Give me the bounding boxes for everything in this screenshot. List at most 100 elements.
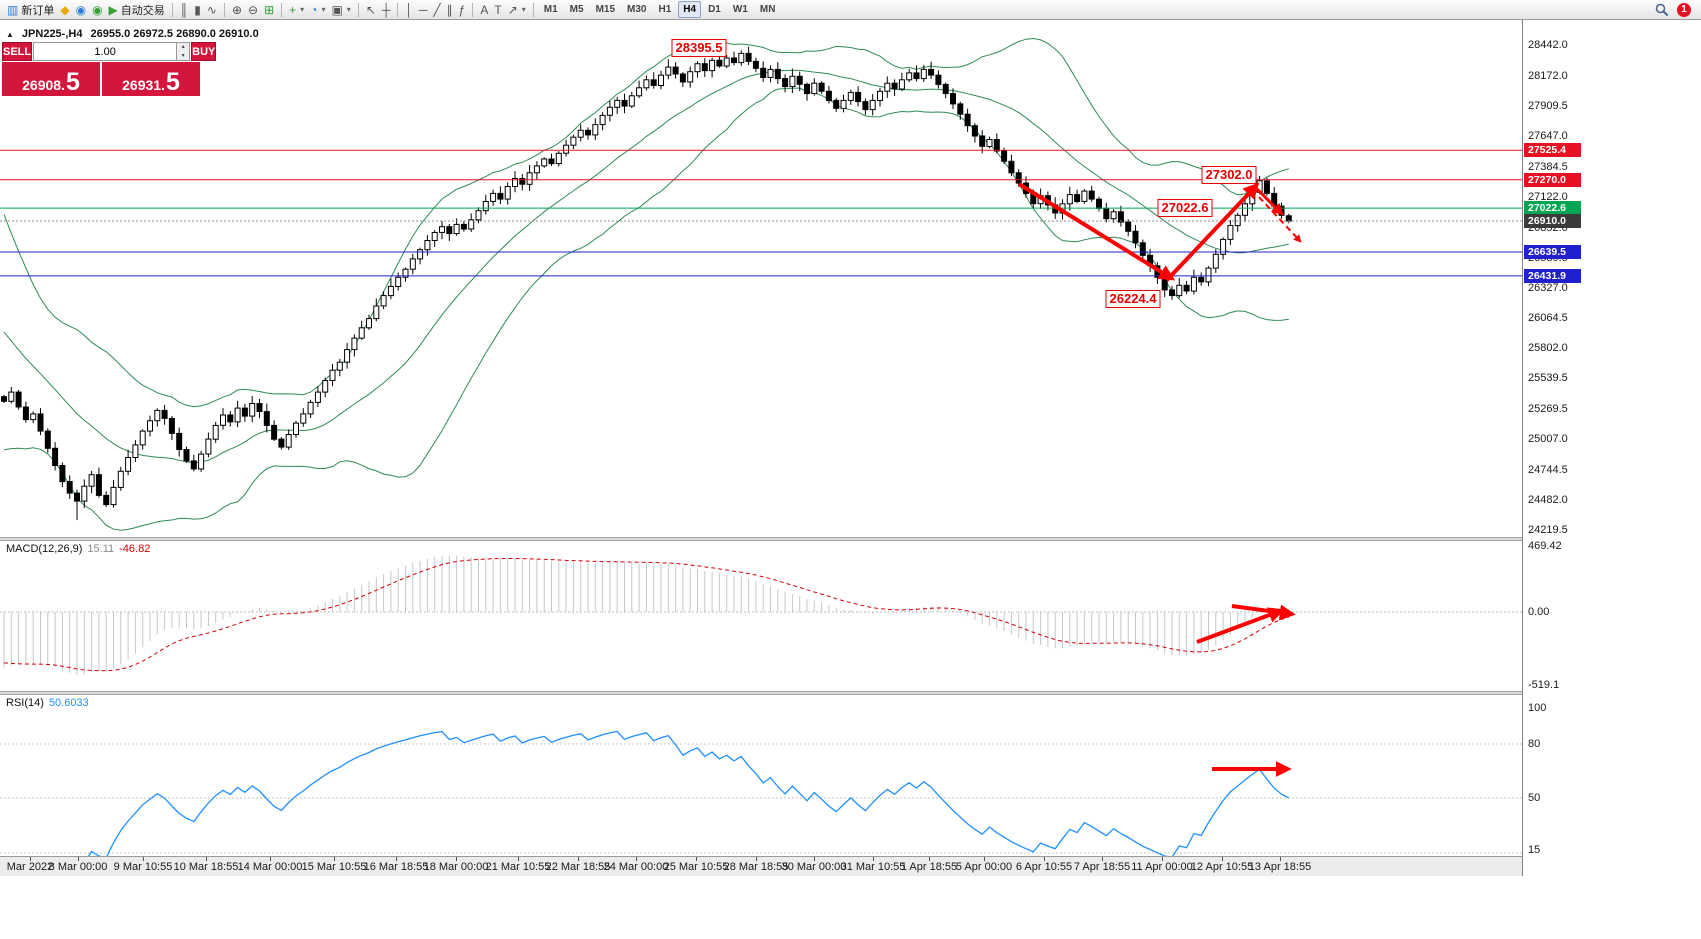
panel-splitter[interactable] [0,691,1582,695]
volume-up-button[interactable]: ▴ [177,43,190,52]
cursor-button[interactable]: ↖ [363,1,379,19]
new-indicator-button[interactable]: + ▾ [286,1,307,19]
fibonacci-button[interactable]: ƒ [456,1,469,19]
main-chart-panel[interactable]: ▲ JPN225-,H4 26955.0 26972.5 26890.0 269… [0,20,1522,537]
toolbar-separator [223,2,225,17]
macd-indicator-panel[interactable]: MACD(12,26,9) 15.11 -46.82 [0,541,1522,691]
panel-splitter[interactable] [0,537,1582,541]
rsi-value: 50.6033 [48,697,89,709]
timeframe-h1-button[interactable]: H1 [658,4,672,15]
sell-price[interactable]: 26908. 5 [2,62,100,96]
fibonacci-icon: ƒ [458,2,466,17]
tile-windows-button[interactable]: ⊞ [261,1,277,19]
time-tick [30,857,31,861]
search-icon[interactable] [1655,3,1669,17]
time-label: 7 Apr 18:55 [1073,861,1131,873]
chart-template-icon: ▣ [331,2,343,17]
period-selector-button[interactable]: ◔ ▾ [307,1,328,19]
arrow-objects-button[interactable]: ↗ ▾ [505,1,529,19]
timeframe-d1-button[interactable]: D1 [708,4,721,15]
zoom-in-icon: ⊕ [231,2,243,17]
macd-svg [0,555,1522,675]
symbol-timeframe: JPN225-,H4 [21,28,83,40]
chart-line-icon: ∿ [206,2,217,17]
macd-axis-label: 0.00 [1528,606,1550,618]
time-tick [396,857,397,861]
auto-trading-button[interactable]: ▶ 自动交易 [106,1,168,19]
notification-badge[interactable]: 1 [1677,2,1691,17]
time-label: 9 Mar 10:55 [113,861,173,873]
main-toolbar: ▥ 新订单 ◆ ◉ ◉ ▶ 自动交易 ║ ▮ ∿ ⊕ ⊖ ⊞ + ▾ ◔ ▾ ▣ ▾ ↖ ┼ │ ─ ╱ ∥ ƒ A T ↗ ▾ M1 M5 M… [0,0,1701,20]
market-watch-icon: ◉ [75,2,87,17]
buy-price-big-digit: 5 [165,68,180,96]
text-label-button[interactable]: T [491,1,504,19]
chart-template-button[interactable]: ▣ ▾ [328,1,353,19]
timeframe-mn-button[interactable]: MN [759,4,776,15]
price-axis[interactable]: 28442.0 28172.0 27909.5 27647.0 27384.5 27122… [1522,20,1582,876]
toolbar-separator [171,2,173,17]
price-tick: 25539.5 [1528,372,1568,385]
timeframe-m1-button[interactable]: M1 [543,4,558,15]
timeframe-w1-button[interactable]: W1 [732,4,748,15]
navigator-icon: ◉ [92,2,103,17]
crosshair-button[interactable]: ┼ [379,1,394,19]
sell-price-base: 26908. [22,77,65,93]
macd-axis-label: 469.42 [1528,540,1562,553]
buy-button[interactable]: BUY [191,42,217,61]
volume-down-button[interactable]: ▾ [177,51,190,60]
new-order-button[interactable]: ▥ 新订单 [4,1,57,19]
chart-bars-button[interactable]: ║ [177,1,192,19]
time-label: 18 Mar 00:00 [423,861,489,873]
time-label: 24 Mar 00:00 [603,861,669,873]
text-button[interactable]: A [477,1,491,19]
chart-candlesticks-button[interactable]: ▮ [191,1,204,19]
price-tick: 28172.0 [1528,70,1568,83]
time-tick [578,857,579,861]
timeframe-m30-button[interactable]: M30 [627,4,647,15]
time-label: 31 Mar 10:55 [840,861,906,873]
auto-trading-label: 自动交易 [120,4,165,17]
toolbar-separator [357,2,359,17]
macd-main-value: 15.11 [87,543,115,555]
navigator-button[interactable]: ◉ [89,1,105,19]
volume-input[interactable] [34,43,177,60]
zoom-in-button[interactable]: ⊕ [229,1,245,19]
buy-price[interactable]: 26931. 5 [102,62,200,96]
equidistant-channel-button[interactable]: ∥ [444,1,456,19]
time-tick [696,857,697,861]
time-label: 25 Mar 10:55 [663,861,729,873]
time-tick [984,857,985,861]
rsi-indicator-panel[interactable]: RSI(14) 50.6033 [0,695,1522,856]
market-watch-button[interactable]: ◉ [73,1,89,19]
chart-marker-icon: ▲ [6,29,14,39]
rsi-axis-label: 50 [1528,792,1541,804]
indicator-favorites-button[interactable]: ◆ [57,1,72,19]
macd-axis-label: -519.1 [1528,678,1560,691]
time-label: 30 Mar 00:00 [781,861,847,873]
chevron-down-icon: ▾ [300,5,305,14]
chart-bars-icon: ║ [179,2,189,17]
chart-line-button[interactable]: ∿ [204,1,220,19]
chevron-down-icon: ▾ [321,5,326,14]
time-tick [636,857,637,861]
trendline-button[interactable]: ╱ [430,1,443,19]
price-tick: 24744.5 [1528,463,1568,476]
vertical-line-icon: │ [405,2,413,17]
volume-field: ▴ ▾ [33,42,191,61]
sell-price-big-digit: 5 [65,68,80,96]
timeframe-h4-button[interactable]: H4 [678,1,702,18]
candles [1,46,1292,521]
vertical-line-button[interactable]: │ [402,1,416,19]
horizontal-line-button[interactable]: ─ [416,1,431,19]
rsi-axis-label: 80 [1528,738,1541,750]
chevron-down-icon: ▾ [521,5,526,14]
sell-button[interactable]: SELL [2,42,33,61]
time-tick [143,857,144,861]
zoom-out-button[interactable]: ⊖ [245,1,261,19]
timeframe-m15-button[interactable]: M15 [595,4,616,15]
rsi-label: RSI(14) 50.6033 [6,697,89,709]
timeframe-m5-button[interactable]: M5 [569,4,584,15]
price-tag: 27022.6 [1524,201,1581,216]
time-axis[interactable]: Mar 2022 8 Mar 00:00 9 Mar 10:55 10 Mar 18:… [0,856,1522,876]
horizontal-line-icon: ─ [418,2,428,17]
